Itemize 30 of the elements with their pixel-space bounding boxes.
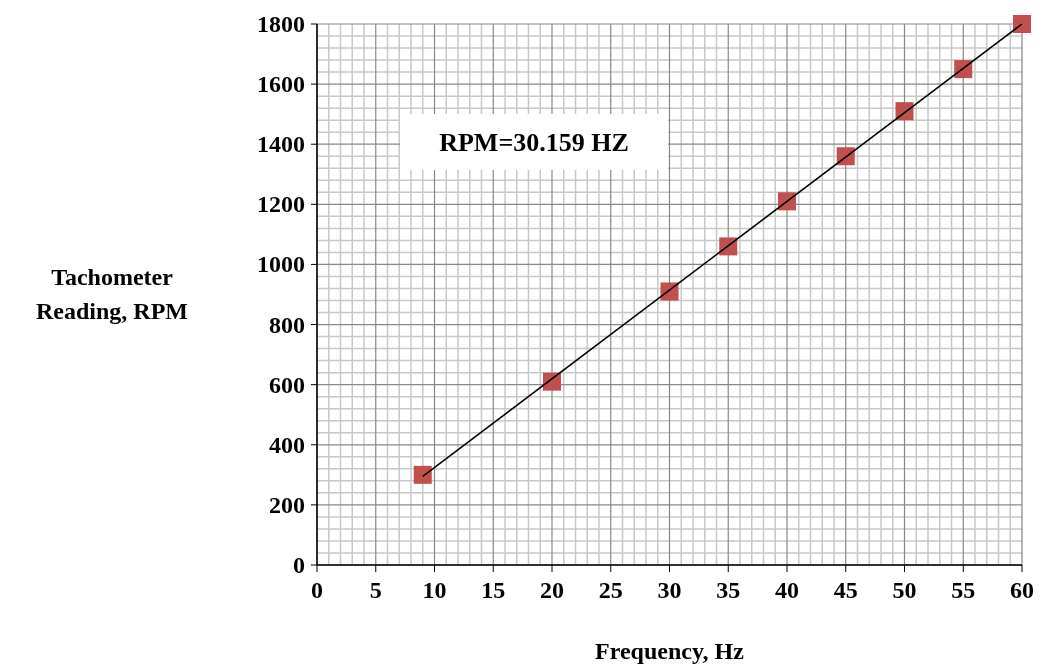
y-tick-label: 200 [269,491,305,518]
annotation: RPM=30.159 HZ [439,128,629,157]
point [1013,15,1031,33]
y-tick-label: 0 [293,552,305,578]
y-tick-label: 1400 [257,131,305,158]
y-tick-label: 400 [269,431,305,458]
point [836,147,855,166]
x-tick-label: 40 [775,577,799,603]
y-tick-label: 1200 [257,191,305,218]
x-tick-label: 30 [657,577,682,603]
x-tick-label: 45 [833,577,858,603]
x-axis-title: Frequency, Hz [595,638,745,664]
x-tick-label: 35 [716,577,741,603]
y-axis-title: Tachometer Reading, RPM [36,264,188,324]
x-tick-label: 25 [598,577,623,603]
x-tick-label: 20 [540,577,564,603]
x-tick-label: 5 [369,577,382,603]
y-tick-label: 1800 [257,11,305,37]
x-tick-label: 10 [422,577,447,603]
y-tick-label: 1000 [257,251,305,278]
y-tick-label: 1600 [257,71,305,98]
y-tick-label: 600 [269,371,305,398]
point [778,192,796,211]
x-tick-label: 50 [892,577,917,603]
x-tick-label: 55 [951,577,976,603]
point [413,465,432,484]
x-tick-label: 60 [1010,577,1034,603]
x-tick-label: 0 [311,577,323,603]
y-tick-label: 800 [269,311,305,338]
x-tick-label: 15 [481,577,506,603]
